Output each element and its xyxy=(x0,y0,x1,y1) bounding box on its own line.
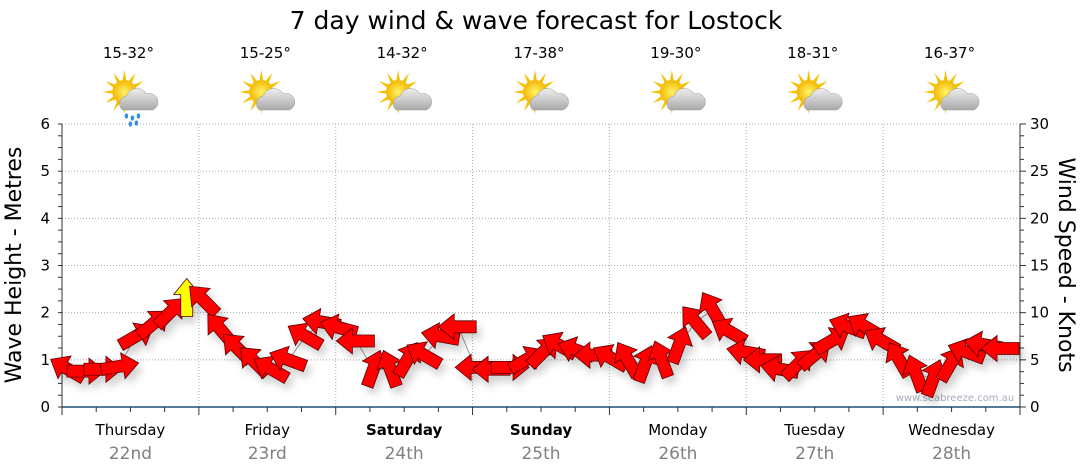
y2-tick-label: 15 xyxy=(1030,257,1049,275)
wind-arrow xyxy=(269,345,309,373)
day-label: Saturday xyxy=(366,421,443,439)
y2-tick-label: 0 xyxy=(1030,398,1040,416)
wind-arrow xyxy=(647,340,675,380)
wind-arrow xyxy=(406,341,444,370)
wind-arrows xyxy=(50,277,1020,399)
wind-arrow xyxy=(711,317,749,347)
date-label: 27th xyxy=(795,444,834,464)
day-label: Tuesday xyxy=(783,421,845,439)
day-temperature: 18-31° xyxy=(787,44,838,62)
wind-arrow xyxy=(742,345,782,374)
y2-axis-label: Wind Speed - Knots xyxy=(1053,157,1078,372)
y-tick-label: 1 xyxy=(40,351,50,369)
day-temperature: 15-32° xyxy=(103,44,154,62)
grid xyxy=(62,123,1020,407)
day-temperature: 17-38° xyxy=(513,44,564,62)
date-label: 25th xyxy=(521,444,560,464)
date-label: 24th xyxy=(385,444,424,464)
wind-arrow xyxy=(376,349,403,389)
day-label: Thursday xyxy=(95,421,166,439)
wind-arrow xyxy=(682,306,713,341)
y2-tick-label: 10 xyxy=(1030,304,1049,322)
y-tick-label: 4 xyxy=(40,209,50,227)
day-label: Wednesday xyxy=(908,421,995,439)
axes: 0 1 2 3 4 5 6 0 5 10 15 20 25 30 xyxy=(40,115,1049,416)
wind-arrow xyxy=(437,312,477,341)
y-tick-label: 2 xyxy=(40,304,50,322)
y-tick-label: 0 xyxy=(40,398,50,416)
day-temperature: 19-30° xyxy=(650,44,701,62)
sun-cloud-icon xyxy=(786,70,843,114)
y-tick-label: 3 xyxy=(40,257,50,275)
wind-arrow xyxy=(99,352,140,380)
wind-arrow xyxy=(335,327,375,355)
y2-tick-label: 20 xyxy=(1030,209,1049,227)
y-tick-label: 5 xyxy=(40,162,50,180)
date-label: 26th xyxy=(658,444,697,464)
sun-cloud-icon xyxy=(923,70,980,114)
wind-arrow xyxy=(287,322,325,351)
y-axis-label: Wave Height - Metres xyxy=(2,147,27,384)
sun-cloud-icon xyxy=(513,70,569,114)
date-label: 23rd xyxy=(248,444,287,464)
wind-arrow xyxy=(189,285,222,318)
wind-arrow xyxy=(253,355,291,385)
date-label: 28th xyxy=(932,444,971,464)
watermark: www.seabreeze.com.au xyxy=(896,393,1014,404)
sun-cloud-icon xyxy=(239,70,296,114)
sun-cloud-icon xyxy=(376,70,432,114)
y2-tick-label: 30 xyxy=(1030,115,1049,133)
chart-title: 7 day wind & wave forecast for Lostock xyxy=(290,6,783,35)
wind-arrow xyxy=(666,326,693,366)
day-headers: 15-32° Thursday 22nd 15-25° Friday 23rd 14-32°… xyxy=(95,44,996,464)
sun-cloud-icon xyxy=(649,70,706,114)
y2-tick-label: 5 xyxy=(1030,351,1040,369)
sun-cloud-rain-icon xyxy=(102,70,159,127)
y2-tick-label: 25 xyxy=(1030,162,1049,180)
day-temperature: 14-32° xyxy=(377,44,428,62)
day-label: Monday xyxy=(648,421,707,439)
day-temperature: 16-37° xyxy=(924,44,975,62)
day-label: Sunday xyxy=(510,421,573,439)
date-label: 22nd xyxy=(109,444,152,464)
y-tick-label: 6 xyxy=(40,115,50,133)
day-label: Friday xyxy=(245,421,291,439)
wind-arrow xyxy=(980,334,1020,363)
wind-arrow xyxy=(947,338,987,365)
day-temperature: 15-25° xyxy=(240,44,291,62)
